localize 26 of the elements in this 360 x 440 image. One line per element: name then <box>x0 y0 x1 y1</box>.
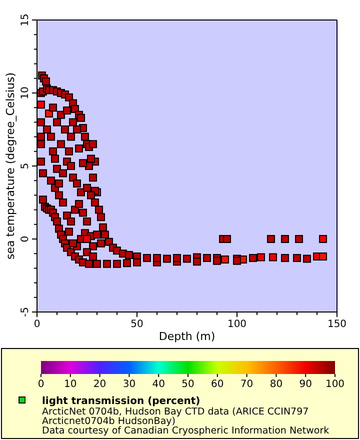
x-tick-label: 0 <box>34 319 40 330</box>
color-bar-label: 60 <box>211 379 224 390</box>
color-bar-label: 80 <box>270 379 283 390</box>
color-bar-label: 40 <box>152 379 165 390</box>
y-tick-label: 10 <box>20 86 31 100</box>
color-bar-label: 100 <box>325 379 345 390</box>
y-tick-label: 0 <box>20 236 31 242</box>
color-bar-label: 70 <box>240 379 254 390</box>
text: ArcticNet 0704b, Hudson Bay CTD data (ARICE CCIN797 <box>42 406 309 418</box>
x-axis-title: Depth (m) <box>158 330 216 343</box>
color-bar-label: 20 <box>93 379 106 390</box>
y-tick-label: -5 <box>20 307 31 317</box>
y-axis-title: sea temperature (degree_Celsius) <box>4 72 17 260</box>
text: Data courtesy of Canadian Cryospheric Information Network <box>42 426 330 436</box>
color-bar-label: 10 <box>64 379 77 390</box>
color-bar-label: 50 <box>182 379 194 390</box>
x-tick-label: 50 <box>130 319 144 330</box>
x-tick-label: 150 <box>327 319 347 330</box>
y-tick-label: 5 <box>20 162 31 170</box>
color-bar-title: light transmission (percent) <box>42 396 200 407</box>
y-tick-label: 15 <box>20 14 31 26</box>
x-tick-label: 100 <box>227 319 247 330</box>
text: Arcticnet0704b HudsonBay) <box>42 416 176 427</box>
color-bar-label: 0 <box>38 379 44 390</box>
color-bar-label: 30 <box>122 379 136 390</box>
color-bar-label: 90 <box>299 379 312 390</box>
